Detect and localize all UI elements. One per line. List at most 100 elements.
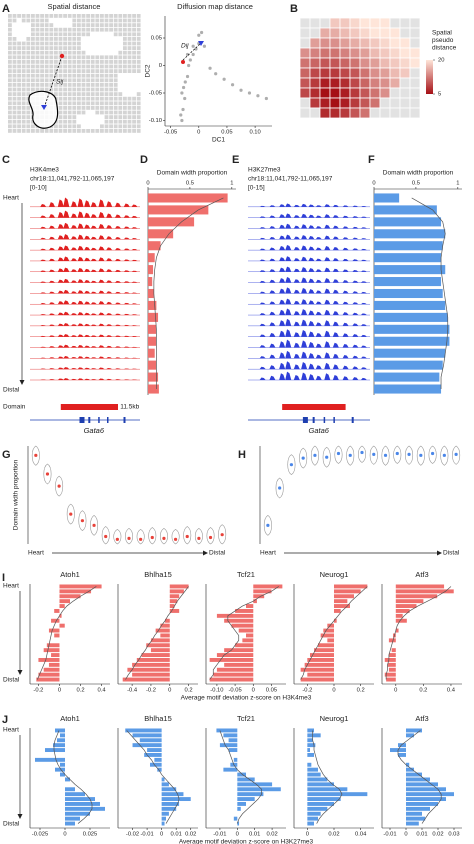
map-cell (44, 60, 49, 64)
map-cell (72, 115, 77, 119)
fit-line (300, 586, 368, 680)
map-cell (54, 129, 58, 133)
map-cell (49, 129, 54, 133)
map-cell (72, 87, 77, 92)
map-cell (35, 46, 40, 50)
map-cell (31, 32, 35, 37)
map-cell (40, 18, 44, 23)
bar (60, 733, 65, 738)
bar (253, 599, 257, 604)
end-label: Distal (3, 821, 20, 828)
bar (307, 728, 314, 733)
map-cell (109, 69, 113, 73)
map-cell (136, 32, 141, 37)
violin-outline (346, 445, 355, 466)
empty-cell (309, 17, 321, 29)
map-cell (67, 119, 72, 124)
map-cell (90, 60, 95, 64)
empty-cell (299, 37, 311, 49)
x-tick-label: 0 (372, 181, 375, 187)
map-cell (49, 64, 54, 69)
map-cell (21, 41, 26, 46)
map-cell (12, 110, 17, 115)
map-cell (21, 18, 26, 23)
exon (351, 417, 354, 423)
heat-cell (349, 77, 361, 89)
map-cell (26, 119, 31, 124)
map-cell (109, 106, 113, 110)
map-cell (109, 101, 113, 106)
map-cell (123, 46, 127, 50)
heat-cell (369, 57, 381, 69)
map-cell (136, 14, 141, 18)
map-cell (58, 27, 63, 32)
map-cell (118, 69, 123, 73)
map-cell (40, 23, 44, 27)
point (247, 91, 252, 95)
scale-label: 11.5kb (120, 404, 139, 411)
map-cell (113, 23, 118, 27)
bar (395, 584, 445, 589)
bar (43, 667, 60, 672)
x-tick-label: 0.10 (249, 130, 260, 136)
heat-cell (349, 37, 361, 49)
map-cell (100, 106, 104, 110)
map-cell (44, 23, 49, 27)
bar (334, 608, 341, 613)
map-cell (49, 23, 54, 27)
map-cell (21, 46, 26, 50)
heat-cell (369, 27, 381, 39)
map-cell (26, 46, 31, 50)
signal-track (30, 367, 140, 370)
point (239, 88, 243, 92)
map-cell (109, 115, 113, 119)
map-cell (58, 101, 63, 106)
map-cell (118, 115, 123, 119)
map-cell (31, 69, 35, 73)
map-cell (12, 73, 17, 78)
map-cell (132, 124, 136, 129)
x-tick-label: 0.03 (448, 832, 459, 838)
map-cell (104, 87, 109, 92)
heat-cell (399, 57, 411, 69)
x-tick-label: 0.4 (98, 688, 107, 694)
point (45, 472, 50, 476)
map-cell (72, 92, 77, 96)
map-cell (118, 18, 123, 23)
map-cell (21, 69, 26, 73)
map-cell (67, 50, 72, 55)
bar (160, 623, 170, 628)
map-cell (67, 32, 72, 37)
map-cell (123, 119, 127, 124)
heat-cell (339, 17, 351, 29)
signal-track (30, 378, 140, 380)
map-cell (81, 23, 86, 27)
map-cell (127, 32, 132, 37)
map-cell (17, 60, 21, 64)
panel-title: Atf3 (415, 714, 428, 723)
bar (406, 806, 430, 811)
panel-title: Atf3 (415, 570, 428, 579)
bar (398, 743, 406, 748)
map-cell (8, 64, 12, 69)
gene-name: Gata6 (309, 426, 330, 435)
point (183, 80, 187, 84)
heat-cell (299, 87, 311, 99)
violin-outline (440, 445, 449, 466)
bar (406, 762, 410, 767)
map-cell (49, 14, 54, 18)
map-cell (95, 110, 100, 115)
legend-title: pseudo (432, 37, 454, 44)
bar (161, 801, 180, 806)
map-cell (90, 23, 95, 27)
map-cell (31, 124, 35, 129)
bar (395, 604, 417, 609)
map-cell (104, 64, 109, 69)
map-cell (81, 87, 86, 92)
y-tick-label: 0.05 (151, 36, 162, 42)
bar (307, 762, 312, 767)
map-cell (21, 119, 26, 124)
bar (246, 604, 254, 609)
map-cell (26, 115, 31, 119)
map-cell (31, 60, 35, 64)
